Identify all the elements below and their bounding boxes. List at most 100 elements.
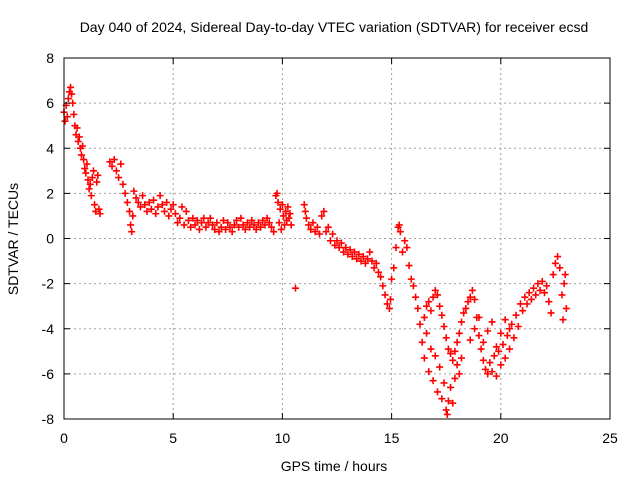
data-point: [257, 223, 265, 231]
data-point: [379, 282, 387, 290]
data-point: [503, 332, 511, 340]
data-point: [385, 304, 393, 312]
data-point: [423, 302, 431, 310]
data-point: [396, 228, 404, 236]
data-point: [89, 167, 97, 175]
data-point: [359, 253, 367, 261]
data-point: [431, 352, 439, 360]
chart-title: Day 040 of 2024, Sidereal Day-to-day VTE…: [80, 19, 589, 35]
data-point: [64, 95, 72, 103]
data-point: [488, 318, 496, 326]
data-point: [311, 228, 319, 236]
data-point: [530, 284, 538, 292]
data-point: [278, 201, 286, 209]
data-point: [392, 244, 400, 252]
data-point: [462, 304, 470, 312]
data-point: [427, 307, 435, 315]
data-point: [395, 221, 403, 229]
data-point: [237, 214, 245, 222]
data-point: [112, 167, 120, 175]
data-point: [176, 214, 184, 222]
data-point: [259, 216, 267, 224]
data-point: [444, 345, 452, 353]
data-point: [174, 219, 182, 227]
data-point: [217, 223, 225, 231]
data-point: [87, 192, 95, 200]
data-point: [322, 228, 330, 236]
data-point: [425, 368, 433, 376]
data-point: [399, 248, 407, 256]
data-point: [466, 336, 474, 344]
data-point: [136, 203, 144, 211]
data-point: [282, 207, 290, 215]
data-point: [475, 332, 483, 340]
data-point: [388, 275, 396, 283]
data-point: [412, 293, 420, 301]
data-point: [324, 223, 332, 231]
data-point: [453, 361, 461, 369]
data-point: [96, 210, 104, 218]
data-point: [284, 203, 292, 211]
data-point: [554, 253, 562, 261]
data-point: [147, 205, 155, 213]
x-tick-label: 10: [275, 430, 291, 446]
data-point: [521, 293, 529, 301]
data-point: [209, 221, 217, 229]
data-point: [123, 198, 131, 206]
data-point: [82, 169, 90, 177]
data-point: [119, 180, 127, 188]
y-tick-label: -2: [42, 276, 55, 292]
x-tick-label: 25: [602, 430, 618, 446]
x-axis-label: GPS time / hours: [281, 458, 388, 474]
data-point: [75, 133, 83, 141]
data-point: [178, 203, 186, 211]
data-point: [440, 379, 448, 387]
data-point: [141, 201, 149, 209]
data-point: [562, 304, 570, 312]
data-point: [425, 298, 433, 306]
data-point: [344, 250, 352, 258]
data-point: [407, 275, 415, 283]
data-point: [167, 205, 175, 213]
data-point: [451, 347, 459, 355]
data-point: [302, 214, 310, 222]
data-point: [549, 271, 557, 279]
data-point: [471, 325, 479, 333]
data-point: [433, 388, 441, 396]
data-point: [403, 244, 411, 252]
data-point: [117, 160, 125, 168]
data-point: [274, 198, 282, 206]
data-point: [286, 210, 294, 218]
data-point: [83, 160, 91, 168]
data-point: [189, 214, 197, 222]
data-point: [475, 313, 483, 321]
data-point: [348, 253, 356, 261]
data-point: [447, 350, 455, 358]
data-point: [202, 223, 210, 231]
data-point: [74, 137, 82, 145]
data-point: [512, 311, 520, 319]
data-point: [514, 322, 522, 330]
data-point: [305, 221, 313, 229]
data-point: [246, 223, 254, 231]
data-point: [497, 361, 505, 369]
data-point: [506, 345, 514, 353]
data-point: [525, 289, 533, 297]
data-point: [444, 397, 452, 405]
data-point: [342, 244, 350, 252]
data-point: [414, 304, 422, 312]
data-point: [340, 248, 348, 256]
data-point: [506, 325, 514, 333]
data-point: [329, 230, 337, 238]
data-point: [532, 291, 540, 299]
data-point: [187, 223, 195, 231]
data-point: [252, 225, 260, 233]
data-point: [468, 286, 476, 294]
y-axis-label: SDTVAR / TECUs: [5, 183, 21, 295]
data-point: [165, 212, 173, 220]
data-point: [433, 291, 441, 299]
y-tick-label: 6: [46, 95, 54, 111]
data-point: [204, 219, 212, 227]
data-point: [484, 327, 492, 335]
data-point: [353, 255, 361, 263]
